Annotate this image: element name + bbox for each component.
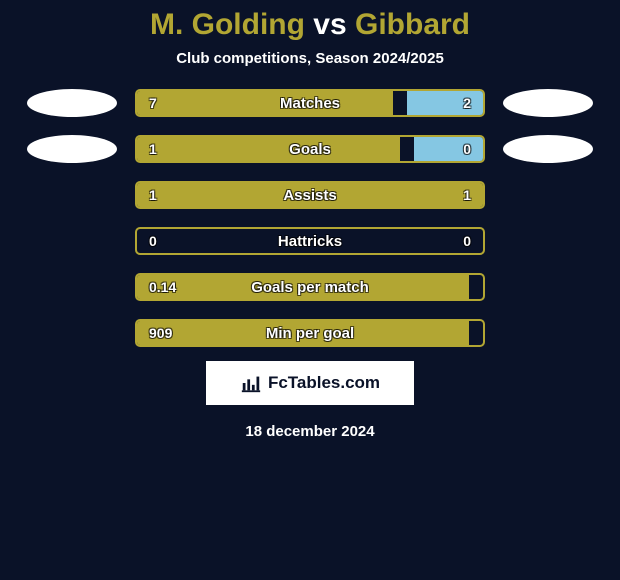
- team-emblem-left: [27, 135, 117, 163]
- bar-segment-left: [137, 137, 400, 161]
- stat-bar: Assists11: [135, 181, 485, 209]
- player1-name: M. Golding: [150, 8, 305, 41]
- bar-segment-left: [137, 91, 393, 115]
- team-emblem-right: [503, 89, 593, 117]
- stat-bar: Hattricks0 0: [135, 227, 485, 255]
- footer-logo-text: FcTables.com: [268, 373, 380, 393]
- emblem-placeholder: [27, 273, 117, 301]
- stat-bar: Matches72: [135, 89, 485, 117]
- chart-icon: [240, 372, 262, 394]
- stat-label: Hattricks: [137, 229, 483, 253]
- emblem-placeholder: [503, 319, 593, 347]
- footer-logo: FcTables.com: [206, 361, 414, 405]
- emblem-placeholder: [503, 273, 593, 301]
- stat-row: Goals per match0.14: [0, 273, 620, 301]
- subtitle: Club competitions, Season 2024/2025: [176, 50, 444, 67]
- vs-separator: vs: [313, 8, 346, 41]
- player2-name: Gibbard: [355, 8, 470, 41]
- stat-value-right: 0: [463, 229, 471, 253]
- stat-rows-container: Matches72 Goals10 Assists11 Hattricks0 0 Goal…: [0, 89, 620, 347]
- team-emblem-right: [503, 135, 593, 163]
- bar-segment-right: [414, 137, 483, 161]
- stat-bar: Goals10: [135, 135, 485, 163]
- bar-segment-left: [137, 321, 469, 345]
- stat-value-left: 0: [149, 229, 157, 253]
- emblem-placeholder: [503, 227, 593, 255]
- team-emblem-left: [27, 89, 117, 117]
- stat-row: Goals10: [0, 135, 620, 163]
- stat-bar: Min per goal909: [135, 319, 485, 347]
- stat-row: Hattricks0 0: [0, 227, 620, 255]
- stat-bar: Goals per match0.14: [135, 273, 485, 301]
- stat-row: Min per goal909: [0, 319, 620, 347]
- emblem-placeholder: [27, 227, 117, 255]
- bar-segment-left: [137, 275, 469, 299]
- stat-row: Assists11: [0, 181, 620, 209]
- emblem-placeholder: [27, 319, 117, 347]
- comparison-title: M. Golding vs Gibbard: [150, 8, 470, 42]
- emblem-placeholder: [503, 181, 593, 209]
- emblem-placeholder: [27, 181, 117, 209]
- bar-segment-left: [137, 183, 483, 207]
- stat-row: Matches72: [0, 89, 620, 117]
- footer-date: 18 december 2024: [245, 423, 374, 440]
- bar-segment-right: [407, 91, 483, 115]
